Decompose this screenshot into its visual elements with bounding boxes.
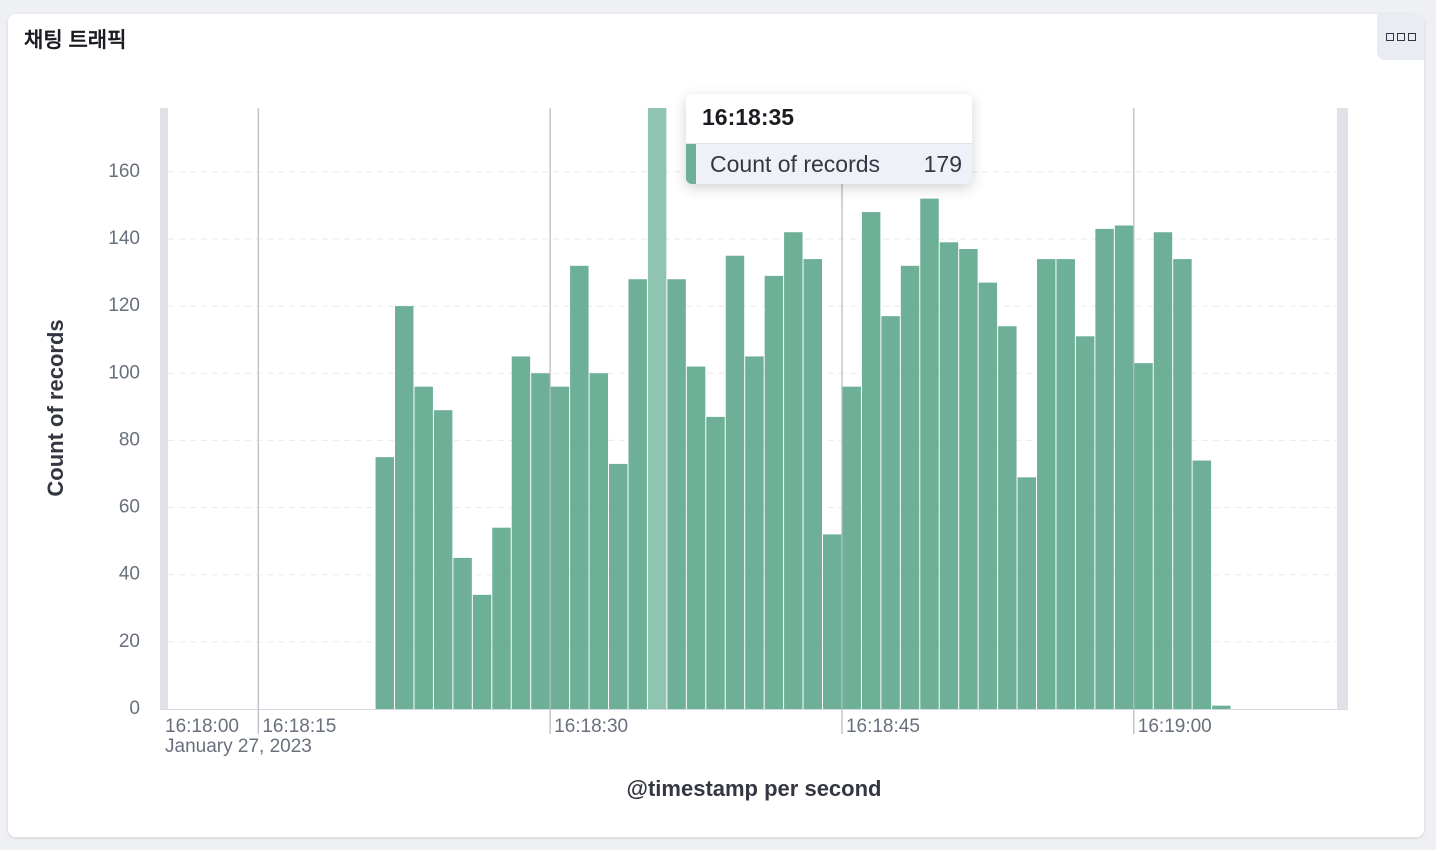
bar <box>1153 232 1173 709</box>
bar <box>725 255 745 709</box>
x-tick-label: 16:18:30 <box>554 716 628 737</box>
tooltip-title: 16:18:35 <box>702 104 795 130</box>
bar <box>861 212 881 709</box>
bar <box>900 265 920 709</box>
bar <box>803 259 823 709</box>
y-tick-label: 160 <box>108 161 140 182</box>
bar <box>492 527 511 709</box>
y-tick-label: 140 <box>108 228 140 249</box>
bar <box>511 356 531 709</box>
range-edge <box>1337 108 1348 710</box>
y-tick-label: 60 <box>119 497 140 518</box>
bar <box>395 306 414 709</box>
y-tick-label: 40 <box>119 564 140 585</box>
bar <box>978 282 998 709</box>
bar <box>1134 363 1153 709</box>
y-tick-label: 100 <box>108 362 140 383</box>
range-edge <box>160 108 168 710</box>
bar <box>686 366 706 709</box>
bar <box>706 416 725 709</box>
bar <box>531 373 550 709</box>
panel-title: 채팅 트래픽 <box>24 29 127 52</box>
bar <box>667 279 686 709</box>
y-tick-label: 0 <box>129 698 140 719</box>
tooltip-row: Count of records 179 <box>686 143 972 184</box>
bar <box>959 249 978 709</box>
bar <box>628 279 647 709</box>
bar <box>609 463 628 709</box>
bar <box>1056 259 1075 709</box>
tooltip-label: Count of records <box>710 151 881 177</box>
bar <box>570 265 589 709</box>
bar <box>1037 259 1056 709</box>
x-tick-label: 16:18:15 <box>262 716 336 737</box>
bar <box>881 316 900 709</box>
date-label: January 27, 2023 <box>165 736 312 757</box>
bar <box>1017 477 1037 709</box>
bar <box>939 242 959 709</box>
y-tick-label: 120 <box>108 295 140 316</box>
bar <box>823 534 842 709</box>
y-tick-label: 80 <box>119 429 140 450</box>
bar <box>920 198 939 709</box>
bar <box>453 557 472 709</box>
bar <box>998 326 1017 709</box>
bar <box>472 594 492 709</box>
tooltip-swatch <box>686 144 696 184</box>
x-tick-label: 16:19:00 <box>1138 716 1212 737</box>
bar <box>764 275 784 709</box>
y-tick-label: 20 <box>119 631 140 652</box>
bar <box>1212 705 1231 709</box>
bar <box>550 386 570 709</box>
x-tick-label: 16:18:45 <box>846 716 920 737</box>
bar <box>375 457 395 709</box>
bar <box>745 356 764 709</box>
tooltip-value: 179 <box>923 151 962 177</box>
bar <box>1192 460 1212 709</box>
tooltip: 16:18:35 Count of records 179 <box>686 94 972 184</box>
bar <box>1075 336 1095 709</box>
bar <box>1095 228 1114 709</box>
bar <box>589 373 609 709</box>
bar <box>647 108 667 709</box>
x-axis-title: @timestamp per second <box>627 776 882 801</box>
bar <box>433 410 453 709</box>
bar <box>784 232 803 709</box>
bar <box>414 386 433 709</box>
bar <box>1173 259 1192 709</box>
y-axis-title: Count of records <box>43 319 68 496</box>
bar <box>1114 225 1134 709</box>
x-start-label: 16:18:00 <box>165 716 239 737</box>
panel-menu-button[interactable] <box>1377 14 1424 60</box>
bar <box>842 386 861 709</box>
